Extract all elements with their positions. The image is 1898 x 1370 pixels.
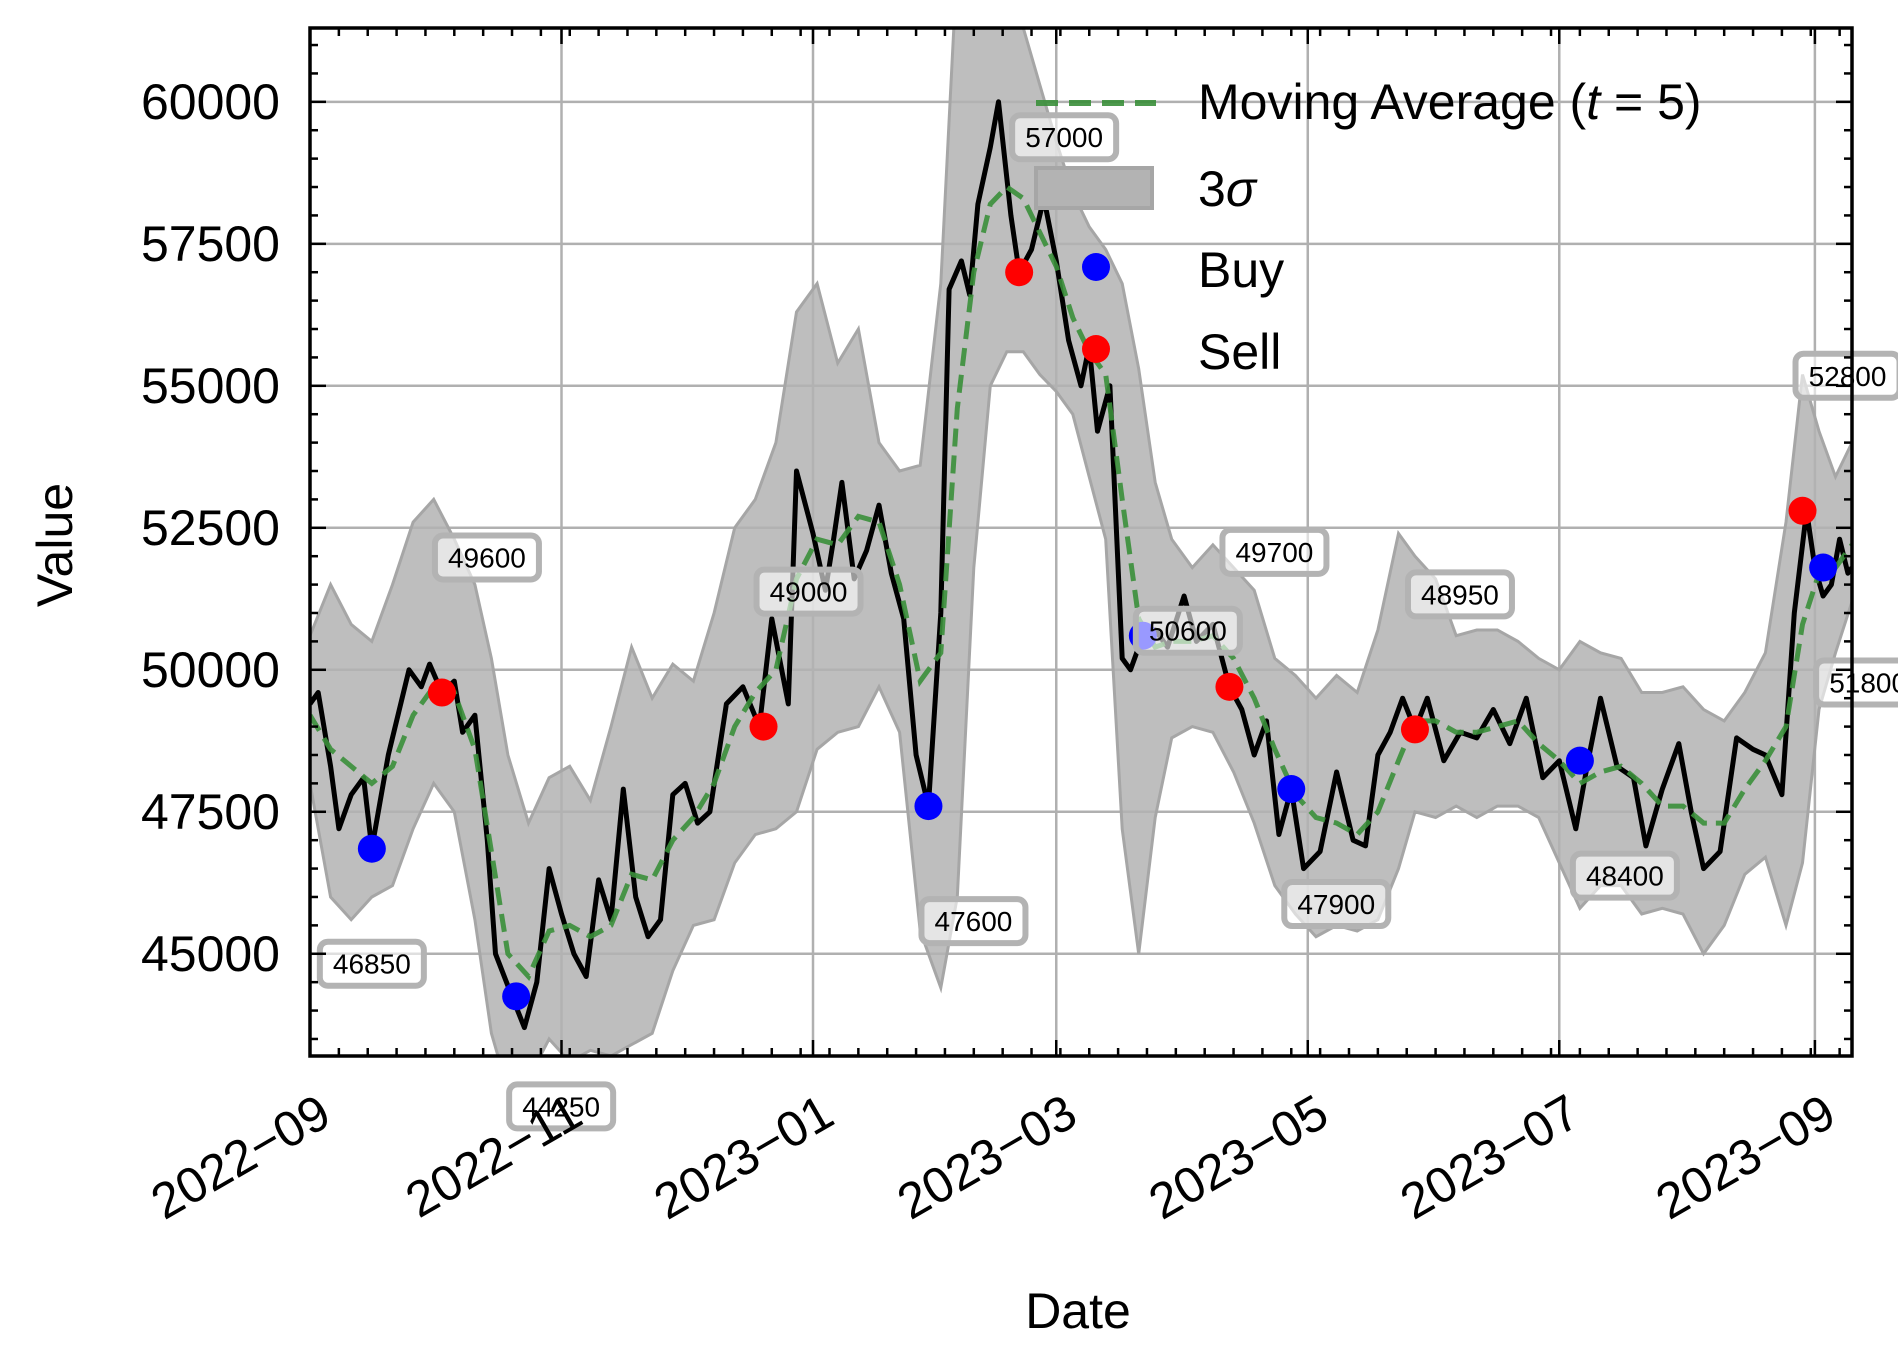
buy-annotation: 44250 <box>506 1081 617 1132</box>
axes-frame <box>308 26 1854 1058</box>
sell-annotation-label: 49000 <box>770 577 848 608</box>
y-tick-label: 57500 <box>141 216 280 272</box>
legend-label: Sell <box>1198 324 1281 380</box>
x-tick-label: 2022−11 <box>396 1084 591 1229</box>
buy-annotation-label: 47900 <box>1297 889 1375 920</box>
sell-marker <box>427 678 456 707</box>
buy-marker <box>914 792 943 821</box>
sell-annotation-box <box>1219 526 1330 577</box>
moving-average-line <box>310 183 1852 981</box>
y-tick-label: 55000 <box>141 358 280 414</box>
sell-annotation: 48950 <box>1404 569 1515 620</box>
moving-average-group <box>310 183 1852 981</box>
buy-annotation: 50600 <box>1132 605 1243 656</box>
buy-annotation: 46850 <box>316 938 427 989</box>
x-tick-label: 2023−03 <box>888 1084 1086 1231</box>
y-axis-label: Value <box>27 483 83 607</box>
sell-annotation-label: 52800 <box>1809 361 1887 392</box>
buy-annotation: 47900 <box>1281 879 1392 930</box>
buy-annotation-box <box>1132 605 1243 656</box>
legend-label: 3σ <box>1198 161 1258 217</box>
legend-item: 3σ <box>1034 161 1258 217</box>
sell-annotation-label: 49600 <box>448 543 526 574</box>
annotations: 46850 44250 47600 50600 47900 48400 51800 49600… <box>316 112 1898 1132</box>
sell-annotation-label: 48950 <box>1421 579 1499 610</box>
sell-annotation: 49000 <box>753 566 864 617</box>
buy-marker <box>357 834 386 863</box>
buy-annotation-label: 47600 <box>935 906 1013 937</box>
x-tick-label: 2023−07 <box>1391 1084 1589 1231</box>
buy-marker <box>1277 775 1306 804</box>
buy-annotation-box <box>506 1081 617 1132</box>
buy-annotation-label: 44250 <box>522 1091 600 1122</box>
sell-annotation-box <box>1009 112 1120 163</box>
sell-annotation-label: 49700 <box>1235 537 1313 568</box>
buy-annotation-label: 46850 <box>333 949 411 980</box>
x-tick-label: 2023−01 <box>645 1084 843 1231</box>
legend-item: Buy <box>1082 242 1284 298</box>
legend-item: Sell <box>1082 324 1281 380</box>
sell-annotation-box <box>1792 350 1898 401</box>
buy-annotation-box <box>1813 657 1898 708</box>
y-tick-label: 52500 <box>141 500 280 556</box>
sell-annotation-box <box>431 532 542 583</box>
buy-annotation: 51800 <box>1813 657 1898 708</box>
buy-annotation-box <box>316 938 427 989</box>
legend-swatch-marker <box>1082 335 1110 363</box>
sell-annotation-box <box>1404 569 1515 620</box>
buy-annotation: 47600 <box>918 896 1029 947</box>
legend: Moving Average (t = 5) 3σ Buy Sell <box>1034 74 1702 380</box>
x-tick-label: 2023−09 <box>1647 1084 1845 1231</box>
sell-annotation: 49600 <box>431 532 542 583</box>
sigma-band-area <box>310 28 1852 1056</box>
x-tick-label: 2022−09 <box>142 1084 340 1231</box>
buy-marker <box>502 982 531 1011</box>
sell-annotation: 52800 <box>1792 350 1898 401</box>
sigma-band <box>310 28 1852 1056</box>
buy-marker <box>1565 746 1594 775</box>
legend-label: Moving Average (t = 5) <box>1198 74 1702 130</box>
sell-marker <box>1788 496 1817 525</box>
sell-marker <box>749 712 778 741</box>
sell-annotation-label: 57000 <box>1025 122 1103 153</box>
y-tick-label: 47500 <box>141 784 280 840</box>
buy-annotation: 48400 <box>1569 850 1680 901</box>
sell-marker <box>1005 258 1034 287</box>
sell-marker <box>1400 715 1429 744</box>
legend-swatch-band <box>1034 166 1154 210</box>
sell-annotation: 57000 <box>1009 112 1120 163</box>
sell-annotation: 49700 <box>1219 526 1330 577</box>
y-tick-label: 50000 <box>141 642 280 698</box>
buy-annotation-box <box>1281 879 1392 930</box>
buy-marker <box>1809 553 1838 582</box>
sell-annotation-box <box>753 566 864 617</box>
sell-marker <box>1215 672 1244 701</box>
buy-annotation-label: 51800 <box>1829 668 1898 699</box>
plot-frame <box>308 26 1854 1058</box>
legend-swatch-marker <box>1082 253 1110 281</box>
x-axis-label: Date <box>1025 1283 1131 1339</box>
y-tick-label: 60000 <box>141 74 280 130</box>
buy-annotation-box <box>918 896 1029 947</box>
buy-annotation-label: 48400 <box>1586 861 1664 892</box>
y-tick-label: 45000 <box>141 926 280 982</box>
legend-label: Buy <box>1198 242 1284 298</box>
buy-annotation-label: 50600 <box>1149 616 1227 647</box>
buy-annotation-box <box>1569 850 1680 901</box>
legend-item: Moving Average (t = 5) <box>1036 74 1702 130</box>
x-tick-label: 2023−05 <box>1139 1084 1337 1231</box>
